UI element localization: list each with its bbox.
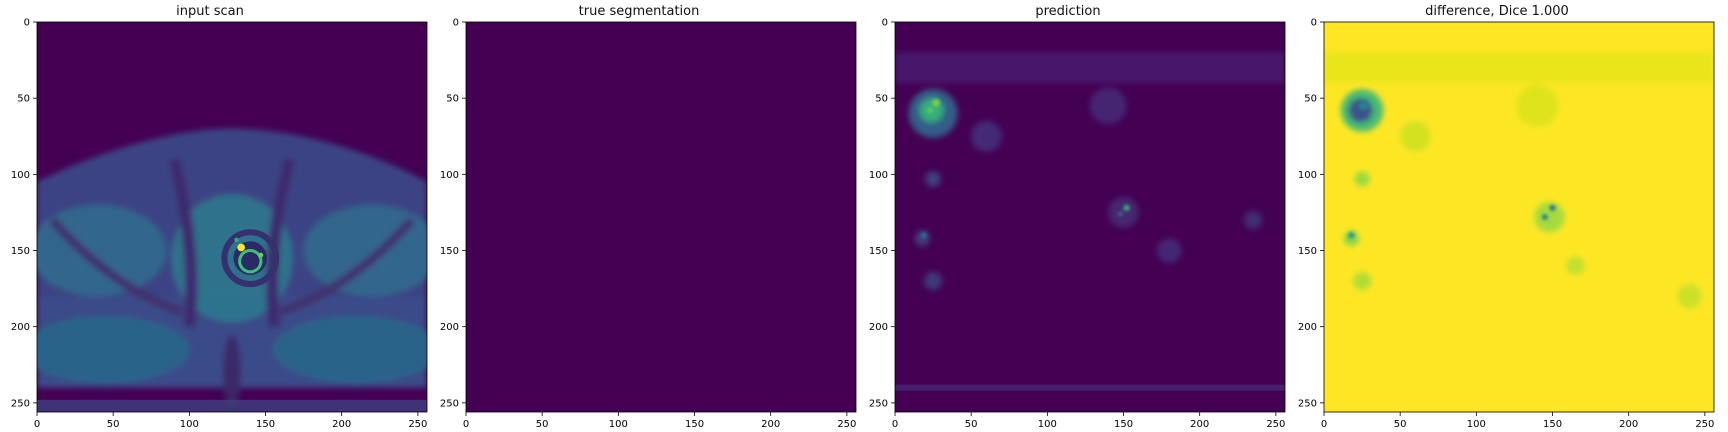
y-tick-label: 100 <box>11 170 30 181</box>
panel-title: input scan <box>176 4 244 19</box>
heatmap-prediction: 0 50 100 150 200 250 0 50 100 150 200 250 <box>869 18 1286 431</box>
y-tick-label: 50 <box>446 94 459 105</box>
panel-prediction: prediction 0 50 100 150 200 250 0 50 100 150 200 25… <box>858 0 1286 432</box>
panel-title: difference, Dice 1.000 <box>1425 4 1569 19</box>
y-tick-label: 50 <box>875 94 888 105</box>
x-tick-label: 0 <box>463 419 469 430</box>
x-tick-label: 250 <box>837 419 856 430</box>
y-tick-label: 150 <box>440 246 459 257</box>
x-tick-label: 0 <box>34 419 40 430</box>
y-tick-label: 0 <box>453 18 459 29</box>
y-tick-label: 150 <box>869 246 888 257</box>
image-prediction <box>895 22 1285 412</box>
x-tick-label: 100 <box>1467 419 1486 430</box>
y-tick-label: 100 <box>869 170 888 181</box>
panel-input-scan: input scan 0 50 100 150 200 250 0 50 100 150 200 25… <box>0 0 428 432</box>
heatmap-input-scan: 0 50 100 150 200 250 0 50 100 150 200 250 <box>11 18 428 431</box>
x-tick-label: 0 <box>1321 419 1327 430</box>
axes-frame <box>894 21 1286 413</box>
x-tick-label: 250 <box>408 419 427 430</box>
image-difference <box>1324 22 1714 412</box>
x-tick-label: 150 <box>1543 419 1562 430</box>
y-tick-label: 250 <box>869 398 888 409</box>
y-tick-label: 200 <box>11 322 30 333</box>
y-tick-label: 250 <box>440 398 459 409</box>
y-tick-label: 50 <box>1304 94 1317 105</box>
x-tick-label: 50 <box>1394 419 1407 430</box>
x-tick-label: 250 <box>1695 419 1714 430</box>
x-tick-label: 150 <box>256 419 275 430</box>
panel-title: true segmentation <box>578 4 700 19</box>
x-tick-label: 200 <box>1619 419 1638 430</box>
x-tick-label: 50 <box>965 419 978 430</box>
y-tick-label: 0 <box>1311 18 1317 29</box>
axes-frame <box>465 21 857 413</box>
x-tick-label: 50 <box>536 419 549 430</box>
y-tick-label: 200 <box>869 322 888 333</box>
y-tick-label: 250 <box>11 398 30 409</box>
y-tick-label: 100 <box>1298 170 1317 181</box>
y-tick-label: 200 <box>1298 322 1317 333</box>
x-tick-label: 200 <box>1190 419 1209 430</box>
image-input-scan <box>37 22 427 412</box>
x-tick-label: 100 <box>180 419 199 430</box>
x-tick-label: 200 <box>332 419 351 430</box>
panel-difference: difference, Dice 1.000 0 50 100 150 200 250 0 5… <box>1287 0 1715 432</box>
y-tick-label: 150 <box>1298 246 1317 257</box>
x-tick-label: 200 <box>761 419 780 430</box>
x-tick-label: 150 <box>685 419 704 430</box>
x-tick-label: 250 <box>1266 419 1285 430</box>
axes-frame <box>36 21 428 413</box>
heatmap-true-segmentation: 0 50 100 150 200 250 0 50 100 150 200 250 <box>440 18 857 431</box>
y-tick-label: 150 <box>11 246 30 257</box>
x-tick-label: 0 <box>892 419 898 430</box>
panel-true-segmentation: true segmentation 0 50 100 150 200 250 0 50 100 1… <box>429 0 857 432</box>
x-tick-label: 100 <box>609 419 628 430</box>
panel-title: prediction <box>1035 4 1101 19</box>
image-true-segmentation <box>466 22 856 412</box>
y-tick-label: 0 <box>24 18 30 29</box>
x-tick-label: 150 <box>1114 419 1133 430</box>
y-tick-label: 100 <box>440 170 459 181</box>
y-tick-label: 200 <box>440 322 459 333</box>
x-tick-label: 50 <box>107 419 120 430</box>
y-tick-label: 250 <box>1298 398 1317 409</box>
y-tick-label: 50 <box>17 94 30 105</box>
y-tick-label: 0 <box>882 18 888 29</box>
axes-frame <box>1323 21 1715 413</box>
heatmap-difference: 0 50 100 150 200 250 0 50 100 150 200 250 <box>1298 18 1715 431</box>
x-tick-label: 100 <box>1038 419 1057 430</box>
